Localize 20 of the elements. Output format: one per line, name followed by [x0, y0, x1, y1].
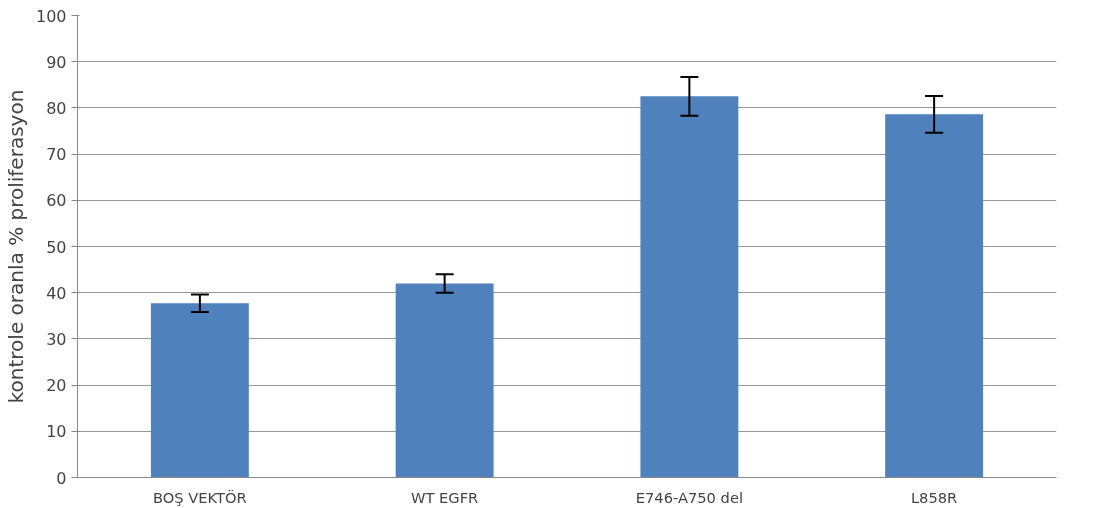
y-tick-label: 90 — [46, 52, 67, 72]
y-tick-label: 50 — [46, 237, 67, 257]
y-tick-label: 20 — [46, 376, 67, 396]
x-tick-label: E746-A750 del — [635, 488, 744, 506]
bar — [395, 283, 494, 478]
y-tick-label: 70 — [46, 145, 67, 165]
y-tick-label: 0 — [56, 468, 67, 488]
bar — [885, 114, 984, 478]
x-tick-label: L858R — [910, 488, 958, 506]
bar — [640, 96, 739, 478]
y-tick-label: 100 — [35, 6, 67, 26]
x-tick-label: WT EGFR — [410, 488, 479, 506]
y-tick-label: 60 — [46, 191, 67, 211]
bar — [150, 303, 249, 478]
x-tick-label: BOŞ VEKTÖR — [153, 488, 247, 506]
y-axis-title: kontrole oranla % proliferasyon — [3, 89, 28, 404]
y-tick-label: 80 — [46, 98, 67, 118]
y-tick-label: 40 — [46, 283, 67, 303]
y-tick-label: 10 — [46, 422, 67, 442]
y-tick-label: 30 — [46, 329, 67, 349]
